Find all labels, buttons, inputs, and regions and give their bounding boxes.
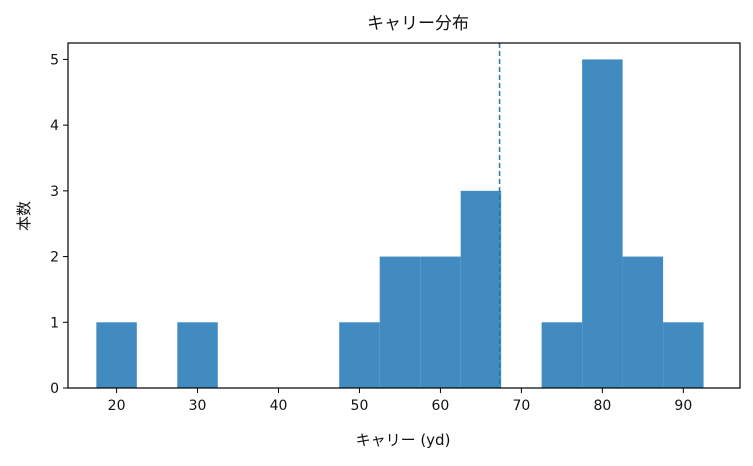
y-axis-title: 本数 xyxy=(15,201,33,231)
y-axis-ticks: 0 1 2 3 4 5 xyxy=(50,52,68,397)
x-tick-label: 60 xyxy=(432,398,450,414)
histogram-bar xyxy=(96,322,137,388)
x-axis-title: キャリー (yd) xyxy=(356,431,451,449)
x-tick-label: 50 xyxy=(351,398,369,414)
x-tick-label: 80 xyxy=(593,398,611,414)
y-tick-label: 5 xyxy=(50,52,59,68)
x-tick-label: 30 xyxy=(189,398,207,414)
y-tick-label: 3 xyxy=(50,184,59,200)
histogram-bar xyxy=(663,322,704,388)
x-tick-label: 20 xyxy=(108,398,126,414)
histogram-bar xyxy=(339,322,380,388)
y-tick-label: 1 xyxy=(50,315,59,331)
chart-title: キャリー分布 xyxy=(367,14,469,34)
x-axis-ticks: 20 30 40 50 60 70 80 90 xyxy=(108,388,692,414)
histogram-bar xyxy=(460,190,502,388)
histogram-bar xyxy=(379,256,421,388)
y-tick-label: 2 xyxy=(50,250,59,266)
x-tick-label: 40 xyxy=(270,398,288,414)
histogram-bar xyxy=(177,322,218,388)
histogram-bars xyxy=(96,59,704,389)
histogram-bar xyxy=(420,256,461,388)
x-tick-label: 90 xyxy=(674,398,692,414)
x-tick-label: 70 xyxy=(512,398,530,414)
y-tick-label: 0 xyxy=(50,381,59,397)
y-tick-label: 4 xyxy=(50,118,59,134)
histogram-bar xyxy=(541,322,583,388)
histogram-bar xyxy=(582,59,623,389)
histogram-bar xyxy=(622,256,664,388)
plot-area-frame xyxy=(67,42,741,389)
